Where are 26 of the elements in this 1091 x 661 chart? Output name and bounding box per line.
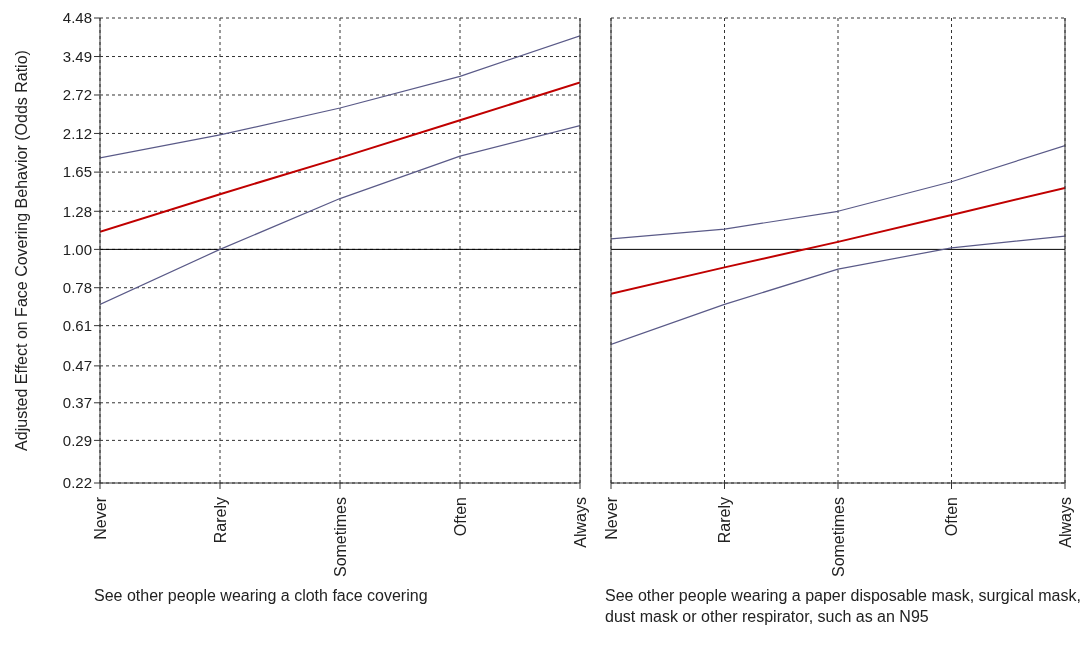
- x-tick-label: Never: [602, 496, 620, 540]
- x-axis-title: See other people wearing a paper disposable mask, surgical mask, dust mask or other respirator, such as an N95: [605, 586, 1082, 627]
- y-tick-label: 1.65: [62, 163, 92, 181]
- x-tick-label: Never: [91, 496, 109, 540]
- y-tick-label: 0.61: [62, 316, 92, 334]
- x-tick-label: Rarely: [716, 497, 733, 544]
- y-tick-label: 1.00: [62, 240, 92, 258]
- x-tick-label: Always: [571, 497, 589, 548]
- y-tick-label: 1.28: [62, 202, 92, 220]
- y-tick-label: 0.22: [62, 474, 92, 492]
- x-tick-label: Sometimes: [829, 497, 847, 578]
- y-tick-label: 2.72: [62, 86, 92, 104]
- y-tick-label: 2.12: [62, 124, 92, 142]
- x-tick-label: Often: [943, 497, 960, 537]
- y-tick-label: 0.47: [62, 357, 92, 375]
- y-tick-label: 0.29: [62, 431, 92, 449]
- x-tick-label: Always: [1056, 497, 1074, 548]
- x-tick-label: Sometimes: [331, 497, 349, 578]
- x-tick-label: Rarely: [211, 497, 229, 544]
- x-axis-title: See other people wearing a cloth face covering: [94, 586, 429, 606]
- y-tick-label: 4.48: [62, 9, 92, 27]
- y-tick-label: 0.78: [62, 279, 92, 297]
- y-tick-label: 0.37: [62, 394, 92, 412]
- y-tick-label: 3.49: [62, 47, 92, 65]
- x-tick-label: Often: [451, 497, 469, 537]
- y-axis-title: Adjusted Effect on Face Covering Behavior (Odds Ratio): [12, 50, 30, 451]
